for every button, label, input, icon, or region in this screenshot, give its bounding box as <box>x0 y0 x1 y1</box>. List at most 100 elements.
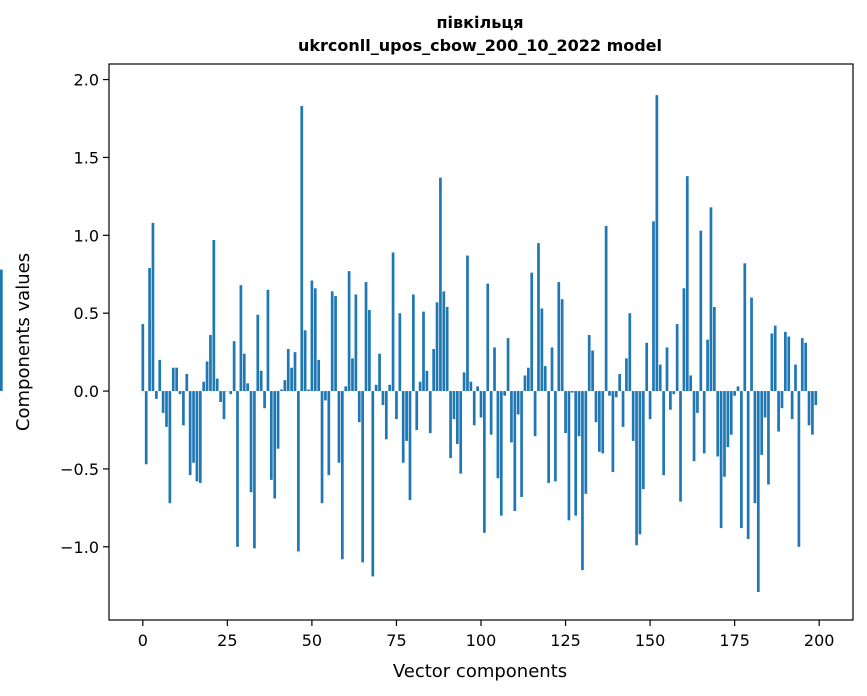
bar <box>303 330 307 392</box>
bar <box>520 391 523 497</box>
bar <box>784 331 787 392</box>
bar <box>743 263 747 392</box>
x-axis-ticks: 0 25 50 75 100 125 150 175 200 <box>138 620 835 650</box>
bar <box>398 313 402 392</box>
bar <box>202 381 206 392</box>
bar <box>489 391 493 435</box>
bar <box>381 391 385 406</box>
bar <box>476 386 479 392</box>
x-tick-label: 100 <box>466 631 497 650</box>
bar <box>787 336 791 392</box>
bar <box>767 391 770 485</box>
bar <box>388 384 392 392</box>
bar <box>435 302 439 392</box>
bar <box>357 391 361 423</box>
x-tick-label: 75 <box>386 631 406 650</box>
chart-title: півкільця <box>437 13 524 32</box>
bar <box>763 391 767 418</box>
bar <box>286 349 290 392</box>
bar <box>293 352 297 392</box>
bar <box>459 391 463 474</box>
bar <box>709 207 713 392</box>
bar <box>344 386 348 392</box>
bar <box>219 391 222 402</box>
bar <box>692 391 696 462</box>
bar <box>726 391 730 448</box>
y-tick-label: 2.0 <box>74 71 99 90</box>
bar <box>405 391 408 441</box>
bar <box>242 353 246 392</box>
y-tick-label: −0.5 <box>60 460 99 479</box>
bar <box>462 372 466 392</box>
bar <box>682 288 686 392</box>
bar <box>361 391 364 563</box>
bar <box>185 373 189 392</box>
bar <box>175 367 178 392</box>
x-tick-label: 50 <box>302 631 322 650</box>
x-tick-label: 200 <box>804 631 835 650</box>
bar <box>337 391 341 463</box>
bar <box>330 291 334 392</box>
bar <box>669 391 672 410</box>
bar <box>364 282 368 392</box>
bar <box>665 347 669 392</box>
bar <box>412 294 415 392</box>
bar <box>560 299 564 392</box>
bar <box>631 391 635 441</box>
bar <box>533 391 537 437</box>
bar <box>652 221 655 392</box>
bar <box>702 391 706 454</box>
bar <box>770 333 774 392</box>
bar <box>215 378 219 392</box>
bar <box>422 311 425 392</box>
x-tick-label: 175 <box>719 631 750 650</box>
bar <box>685 176 689 392</box>
bar <box>645 342 649 392</box>
bar <box>746 391 750 540</box>
bar <box>171 367 175 392</box>
bar <box>587 334 591 392</box>
bar <box>313 288 317 392</box>
bar <box>466 255 469 392</box>
bar <box>543 366 547 392</box>
bar <box>493 347 496 392</box>
bar <box>300 106 304 392</box>
bar <box>442 291 446 392</box>
bar <box>800 338 804 392</box>
bar <box>750 297 753 392</box>
bar <box>266 289 270 392</box>
bar <box>506 338 510 392</box>
bar <box>317 359 321 392</box>
bar <box>574 391 578 516</box>
bar <box>351 358 354 392</box>
bar <box>188 391 192 476</box>
bar <box>550 347 554 392</box>
bar <box>182 391 185 426</box>
bar <box>675 324 679 392</box>
y-axis-label: Components values <box>13 253 34 431</box>
bar <box>584 391 588 494</box>
bar <box>621 391 625 427</box>
bar <box>729 391 733 435</box>
bar <box>706 339 709 392</box>
bar <box>736 386 740 392</box>
bar <box>537 243 540 392</box>
bar <box>368 310 371 392</box>
x-axis-label: Vector components <box>393 661 567 682</box>
bar <box>384 391 388 440</box>
bar <box>418 381 422 392</box>
bar <box>513 391 517 511</box>
bar <box>428 391 432 434</box>
bar <box>790 391 794 420</box>
bar <box>469 381 473 392</box>
bar <box>310 280 314 392</box>
bar <box>499 391 503 516</box>
bar <box>144 391 148 465</box>
bar <box>378 353 381 392</box>
bar <box>618 373 622 392</box>
bar <box>269 391 273 480</box>
bar <box>472 391 476 426</box>
bar <box>371 391 375 577</box>
chart-subtitle: ukrconll_upos_cbow_200_10_2022 model <box>298 36 662 55</box>
bar <box>486 283 490 392</box>
